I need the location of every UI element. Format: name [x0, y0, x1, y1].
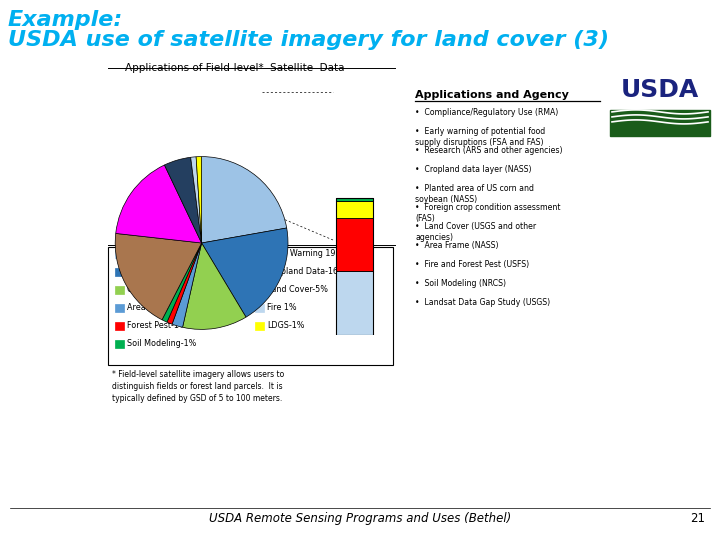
- Bar: [115, 322, 124, 330]
- Wedge shape: [202, 157, 287, 243]
- Bar: [115, 304, 124, 312]
- Wedge shape: [172, 243, 202, 327]
- Bar: [255, 304, 264, 312]
- Wedge shape: [116, 165, 202, 243]
- Wedge shape: [115, 233, 202, 320]
- Text: •  Land Cover (USGS and other
agencies): • Land Cover (USGS and other agencies): [415, 222, 536, 242]
- Text: USDA use of satellite imagery for land cover (3): USDA use of satellite imagery for land c…: [8, 30, 609, 50]
- Text: Compliance 22%: Compliance 22%: [127, 249, 195, 259]
- Text: Research-19%: Research-19%: [127, 267, 185, 276]
- Text: •  Early warning of potential food
supply disruptions (FSA and FAS): • Early warning of potential food supply…: [415, 127, 545, 147]
- Bar: [255, 286, 264, 294]
- Text: •  Area Frame (NASS): • Area Frame (NASS): [415, 241, 498, 250]
- Text: Soil Modeling-1%: Soil Modeling-1%: [127, 340, 197, 348]
- Text: Land Cover-5%: Land Cover-5%: [267, 286, 328, 294]
- Text: 21: 21: [690, 512, 705, 525]
- Bar: [255, 250, 264, 258]
- Text: LDGS-1%: LDGS-1%: [267, 321, 305, 330]
- Wedge shape: [164, 157, 202, 243]
- Bar: [115, 268, 124, 276]
- Text: •  Compliance/Regulatory Use (RMA): • Compliance/Regulatory Use (RMA): [415, 108, 558, 117]
- Wedge shape: [202, 228, 288, 317]
- Text: Applications and Agency: Applications and Agency: [415, 90, 569, 100]
- Bar: [115, 286, 124, 294]
- Bar: [115, 340, 124, 348]
- Text: Fire 1%: Fire 1%: [267, 303, 297, 313]
- Text: •  Soil Modeling (NRCS): • Soil Modeling (NRCS): [415, 279, 506, 288]
- Text: •  Research (ARS and other agencies): • Research (ARS and other agencies): [415, 146, 562, 155]
- Wedge shape: [191, 157, 202, 243]
- Text: •  Fire and Forest Pest (USFS): • Fire and Forest Pest (USFS): [415, 260, 529, 269]
- Wedge shape: [196, 157, 202, 243]
- Text: •  Planted area of US corn and
soybean (NASS): • Planted area of US corn and soybean (N…: [415, 184, 534, 204]
- Text: Applications of Field-level*  Satellite  Data: Applications of Field-level* Satellite D…: [125, 63, 345, 73]
- Bar: [255, 268, 264, 276]
- Text: •  Cropland data layer (NASS): • Cropland data layer (NASS): [415, 165, 531, 174]
- Text: •  Foreign crop condition assessment
(FAS): • Foreign crop condition assessment (FAS…: [415, 203, 560, 222]
- Text: Crop Assessment-12%: Crop Assessment-12%: [127, 286, 217, 294]
- Text: Cropland Data-16%: Cropland Data-16%: [267, 267, 346, 276]
- Bar: [610, 78, 710, 136]
- Wedge shape: [183, 243, 246, 329]
- Bar: [610, 110, 710, 136]
- Text: Early Warning 19%: Early Warning 19%: [267, 249, 343, 259]
- Text: USDA: USDA: [621, 78, 699, 103]
- Text: Example:: Example:: [8, 10, 123, 30]
- Text: Forest Pest-1%: Forest Pest-1%: [127, 321, 186, 330]
- Bar: [255, 322, 264, 330]
- Bar: [336, 218, 373, 271]
- Bar: [336, 271, 373, 335]
- Wedge shape: [162, 243, 202, 322]
- Text: * Field-level satellite imagery allows users to
distinguish fields or forest lan: * Field-level satellite imagery allows u…: [112, 370, 284, 403]
- Bar: [115, 250, 124, 258]
- FancyBboxPatch shape: [108, 247, 393, 365]
- Text: USDA Remote Sensing Programs and Uses (Bethel): USDA Remote Sensing Programs and Uses (B…: [209, 512, 511, 525]
- Bar: [336, 201, 373, 218]
- Text: •  Landsat Data Gap Study (USGS): • Landsat Data Gap Study (USGS): [415, 298, 550, 307]
- Wedge shape: [167, 243, 202, 324]
- Text: Area Frame 2%: Area Frame 2%: [127, 303, 189, 313]
- Bar: [336, 198, 373, 201]
